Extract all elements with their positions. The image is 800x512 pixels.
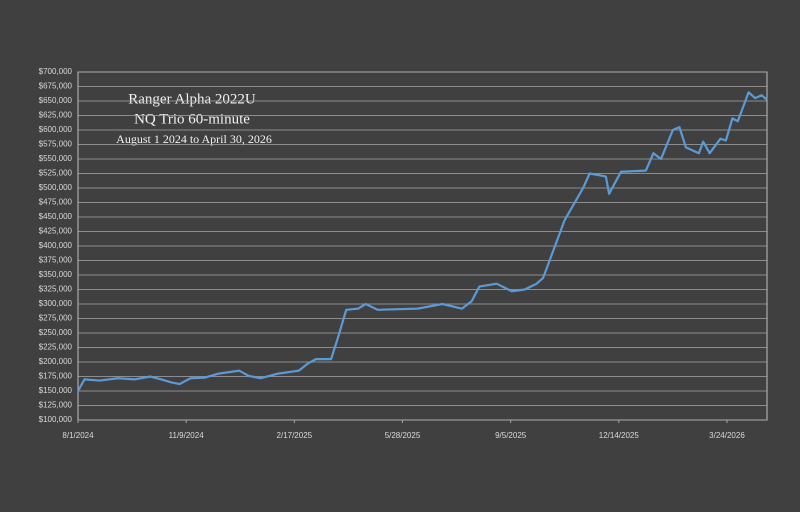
chart-title: Ranger Alpha 2022U xyxy=(128,91,256,107)
y-tick-label: $425,000 xyxy=(39,227,73,236)
y-tick-label: $550,000 xyxy=(39,154,73,163)
y-tick-label: $675,000 xyxy=(39,82,73,91)
y-tick-label: $275,000 xyxy=(39,314,73,323)
y-tick-label: $325,000 xyxy=(39,285,73,294)
y-tick-label: $450,000 xyxy=(39,212,73,221)
chart-subtitle: NQ Trio 60-minute xyxy=(134,111,250,127)
data-line xyxy=(77,91,768,392)
y-tick-label: $175,000 xyxy=(39,372,73,381)
y-tick-label: $250,000 xyxy=(39,328,73,337)
y-tick-label: $525,000 xyxy=(39,169,73,178)
x-tick-label: 5/28/2025 xyxy=(385,431,421,440)
y-tick-label: $600,000 xyxy=(39,125,73,134)
y-tick-label: $150,000 xyxy=(39,386,73,395)
y-tick-label: $475,000 xyxy=(39,198,73,207)
y-tick-label: $500,000 xyxy=(39,183,73,192)
y-tick-label: $375,000 xyxy=(39,256,73,265)
x-tick-label: 9/5/2025 xyxy=(495,431,527,440)
y-tick-label: $125,000 xyxy=(39,401,73,410)
annotation: August 1 2024 to April 30, 2026 xyxy=(116,132,272,146)
y-tick-label: $300,000 xyxy=(39,299,73,308)
x-tick-label: 2/17/2025 xyxy=(277,431,313,440)
y-tick-label: $225,000 xyxy=(39,343,73,352)
y-tick-label: $200,000 xyxy=(39,357,73,366)
y-tick-label: $625,000 xyxy=(39,111,73,120)
y-tick-label: $650,000 xyxy=(39,96,73,105)
x-tick-label: 3/24/2026 xyxy=(709,431,745,440)
y-tick-label: $400,000 xyxy=(39,241,73,250)
y-tick-label: $350,000 xyxy=(39,270,73,279)
y-tick-label: $575,000 xyxy=(39,140,73,149)
x-tick-label: 8/1/2024 xyxy=(62,431,94,440)
y-tick-label: $100,000 xyxy=(39,415,73,424)
x-tick-label: 12/14/2025 xyxy=(599,431,640,440)
x-tick-label: 11/9/2024 xyxy=(169,431,205,440)
y-tick-label: $700,000 xyxy=(39,67,73,76)
